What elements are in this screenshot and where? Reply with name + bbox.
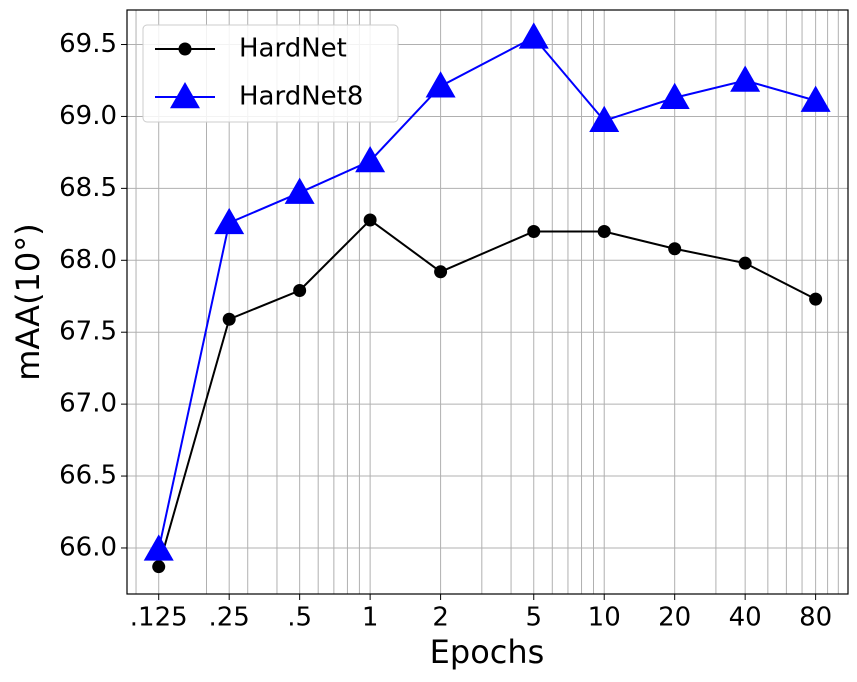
x-tick-label: .5 [287,603,312,633]
series-line [157,218,817,567]
x-tick-label: 10 [588,603,621,633]
x-tick-label: 1 [362,603,379,633]
y-tick-label: 69.0 [59,101,117,131]
x-axis-label: Epochs [430,633,545,671]
x-tick-label: 80 [799,603,832,633]
marker [800,85,831,112]
plot-frame [126,9,849,595]
marker [527,225,541,239]
y-tick-label: 68.0 [59,245,117,275]
x-tick-label: .125 [130,603,188,633]
y-tick-label: 69.5 [59,29,117,59]
marker [214,207,245,235]
x-tick-label: 5 [525,603,542,633]
y-tick-label: 68.5 [59,173,117,203]
marker [143,534,174,561]
marker [363,213,377,227]
legend-marker [178,42,192,56]
legend-marker [170,82,200,109]
x-tick-label: 20 [658,603,691,633]
marker [518,22,549,49]
marker [222,312,236,326]
marker [589,105,620,133]
marker [355,146,386,173]
y-tick-label: 67.0 [59,389,117,419]
marker [434,265,448,279]
legend: HardNet HardNet8 [142,24,399,123]
marker [284,177,315,204]
marker [738,256,752,270]
series [152,213,823,574]
marker [597,225,611,239]
y-tick-label: 66.0 [59,532,117,562]
marker [668,242,682,256]
marker [425,71,456,98]
marker [730,65,761,92]
legend-label: HardNet [239,34,347,64]
y-axis-label: mAA(10°) [9,223,47,381]
y-tick-label: 67.5 [59,317,117,347]
x-tick-label: .25 [209,603,250,633]
marker [293,283,307,297]
x-tick-label: 40 [729,603,762,633]
marker [152,560,166,574]
y-tick-label: 66.5 [59,461,117,491]
marker [659,82,690,109]
series-line [157,36,816,550]
legend-label: HardNet8 [239,82,363,112]
x-tick-label: 2 [432,603,449,633]
series [143,22,831,561]
marker [809,292,823,306]
